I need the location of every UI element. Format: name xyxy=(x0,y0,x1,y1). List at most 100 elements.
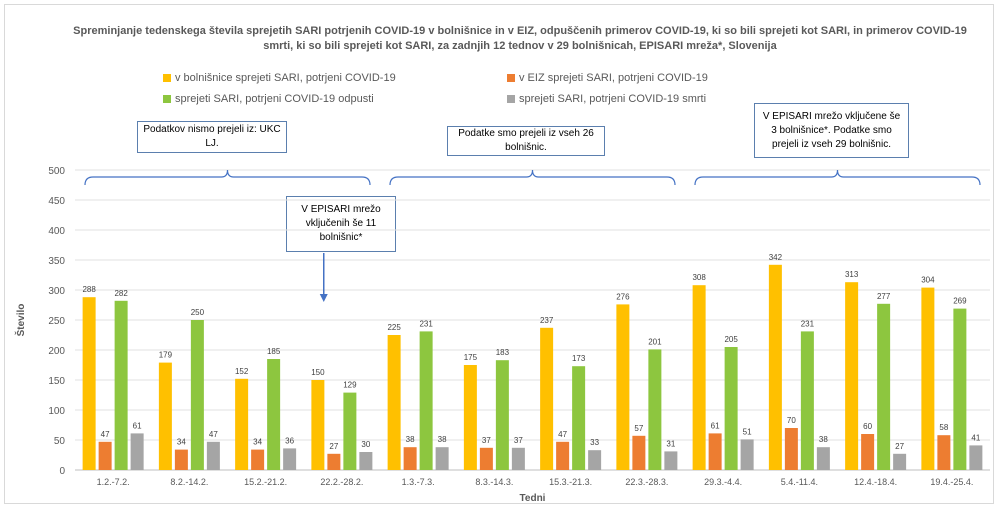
x-tick-label-3: 22.2.-28.2. xyxy=(320,477,363,487)
bar-s2-c6 xyxy=(572,366,586,470)
data-label-s3-c7: 31 xyxy=(666,439,675,448)
data-label-s3-c6: 33 xyxy=(590,438,599,447)
legend-item-admitted: v bolnišnice sprejeti SARI, potrjeni COV… xyxy=(163,72,396,84)
bar-s0-c3 xyxy=(311,380,325,470)
bar-s2-c5 xyxy=(495,360,509,470)
x-axis-title: Tedni xyxy=(520,493,546,504)
bar-s2-c11 xyxy=(953,308,967,470)
data-label-s2-c6: 173 xyxy=(572,354,586,363)
data-label-s2-c3: 129 xyxy=(343,381,357,390)
bar-s1-c0 xyxy=(98,441,112,470)
bar-s3-c4 xyxy=(435,447,449,470)
x-tick-label-0: 1.2.-7.2. xyxy=(97,477,130,487)
data-label-s2-c2: 185 xyxy=(267,347,281,356)
data-label-s0-c7: 276 xyxy=(616,292,630,301)
y-tick-label-6: 300 xyxy=(48,286,65,297)
x-tick-label-1: 8.2.-14.2. xyxy=(170,477,208,487)
y-tick-label-7: 350 xyxy=(48,256,65,267)
bar-s3-c11 xyxy=(969,445,983,470)
bar-s2-c3 xyxy=(343,392,357,470)
y-tick-label-3: 150 xyxy=(48,376,65,387)
data-label-s2-c11: 269 xyxy=(953,297,967,306)
bar-s1-c3 xyxy=(327,453,341,470)
data-label-s1-c0: 47 xyxy=(101,430,110,439)
bar-s3-c6 xyxy=(588,450,602,470)
data-label-s1-c8: 61 xyxy=(711,421,720,430)
bar-s3-c7 xyxy=(664,451,678,470)
y-tick-label-9: 450 xyxy=(48,196,65,207)
data-label-s2-c10: 277 xyxy=(877,292,891,301)
bar-s3-c9 xyxy=(816,447,830,470)
data-label-s0-c5: 175 xyxy=(464,353,478,362)
bar-s0-c10 xyxy=(845,282,859,470)
bar-s1-c5 xyxy=(479,447,493,470)
x-tick-label-7: 22.3.-28.3. xyxy=(625,477,668,487)
data-label-s1-c5: 37 xyxy=(482,436,491,445)
data-label-s0-c4: 225 xyxy=(387,323,401,332)
data-label-s0-c8: 308 xyxy=(692,273,706,282)
bar-s0-c8 xyxy=(692,285,706,470)
callout-three-added: V EPISARI mrežo vključene še 3 bolnišnic… xyxy=(754,103,909,158)
x-tick-label-2: 15.2.-21.2. xyxy=(244,477,287,487)
data-label-s3-c10: 27 xyxy=(895,442,904,451)
data-label-s3-c3: 30 xyxy=(361,440,370,449)
data-label-s3-c8: 51 xyxy=(743,427,752,436)
bar-s2-c7 xyxy=(648,349,662,470)
data-label-s1-c10: 60 xyxy=(863,422,872,431)
bar-s2-c1 xyxy=(190,320,204,470)
bar-s0-c4 xyxy=(387,335,401,470)
legend-label-admitted: v bolnišnice sprejeti SARI, potrjeni COV… xyxy=(175,72,396,84)
legend-item-deaths: sprejeti SARI, potrjeni COVID-19 smrti xyxy=(507,93,706,105)
legend-label-deaths: sprejeti SARI, potrjeni COVID-19 smrti xyxy=(519,93,707,105)
bar-s0-c7 xyxy=(616,304,630,470)
brace-1 xyxy=(389,169,676,186)
callout-all-26: Podatke smo prejeli iz vseh 26 bolnišnic… xyxy=(447,126,605,156)
data-label-s1-c3: 27 xyxy=(329,442,338,451)
bar-s0-c9 xyxy=(768,264,782,470)
arrow-head xyxy=(319,294,328,302)
data-label-s1-c7: 57 xyxy=(634,424,643,433)
y-tick-label-5: 250 xyxy=(48,316,65,327)
x-tick-label-6: 15.3.-21.3. xyxy=(549,477,592,487)
data-label-s0-c11: 304 xyxy=(921,276,935,285)
data-label-s2-c9: 231 xyxy=(801,319,815,328)
legend-swatch-admitted xyxy=(163,74,171,82)
data-label-s1-c4: 38 xyxy=(406,435,415,444)
data-label-s3-c2: 36 xyxy=(285,436,294,445)
bar-s1-c7 xyxy=(632,435,646,470)
data-label-s3-c1: 47 xyxy=(209,430,218,439)
bar-s2-c8 xyxy=(724,347,738,470)
data-label-s2-c1: 250 xyxy=(191,308,205,317)
bar-s2-c9 xyxy=(800,331,814,470)
data-label-s0-c2: 152 xyxy=(235,367,249,376)
bar-s3-c8 xyxy=(740,439,754,470)
legend-label-icu: v EIZ sprejeti SARI, potrjeni COVID-19 xyxy=(519,72,708,84)
bar-s0-c1 xyxy=(158,362,172,470)
data-label-s2-c4: 231 xyxy=(419,319,433,328)
legend-label-discharged: sprejeti SARI, potrjeni COVID-19 odpusti xyxy=(175,93,374,105)
y-tick-label-8: 400 xyxy=(48,226,65,237)
bar-s1-c4 xyxy=(403,447,417,470)
bar-s1-c11 xyxy=(937,435,951,470)
x-tick-label-8: 29.3.-4.4. xyxy=(704,477,742,487)
legend-item-icu: v EIZ sprejeti SARI, potrjeni COVID-19 xyxy=(507,72,708,84)
chart-title: Spreminjanje tedenskega števila sprejeti… xyxy=(73,25,967,52)
data-label-s1-c11: 58 xyxy=(939,423,948,432)
data-label-s2-c8: 205 xyxy=(724,335,738,344)
bar-s2-c10 xyxy=(877,303,891,470)
callout-no-data-ukc: Podatkov nismo prejeli iz: UKC LJ. xyxy=(137,121,287,153)
legend-swatch-deaths xyxy=(507,95,515,103)
callout-eleven-added: V EPISARI mrežo vključenih še 11 bolnišn… xyxy=(286,196,396,252)
bar-s2-c4 xyxy=(419,331,433,470)
y-tick-label-4: 200 xyxy=(48,346,65,357)
data-label-s3-c9: 38 xyxy=(819,435,828,444)
data-label-s3-c0: 61 xyxy=(133,421,142,430)
y-tick-label-0: 0 xyxy=(59,466,65,477)
bar-s1-c2 xyxy=(251,449,265,470)
bar-s1-c6 xyxy=(556,441,570,470)
bar-s0-c11 xyxy=(921,287,935,470)
data-label-s0-c9: 342 xyxy=(769,253,783,262)
bar-s2-c0 xyxy=(114,300,128,470)
bar-s1-c9 xyxy=(784,428,798,470)
